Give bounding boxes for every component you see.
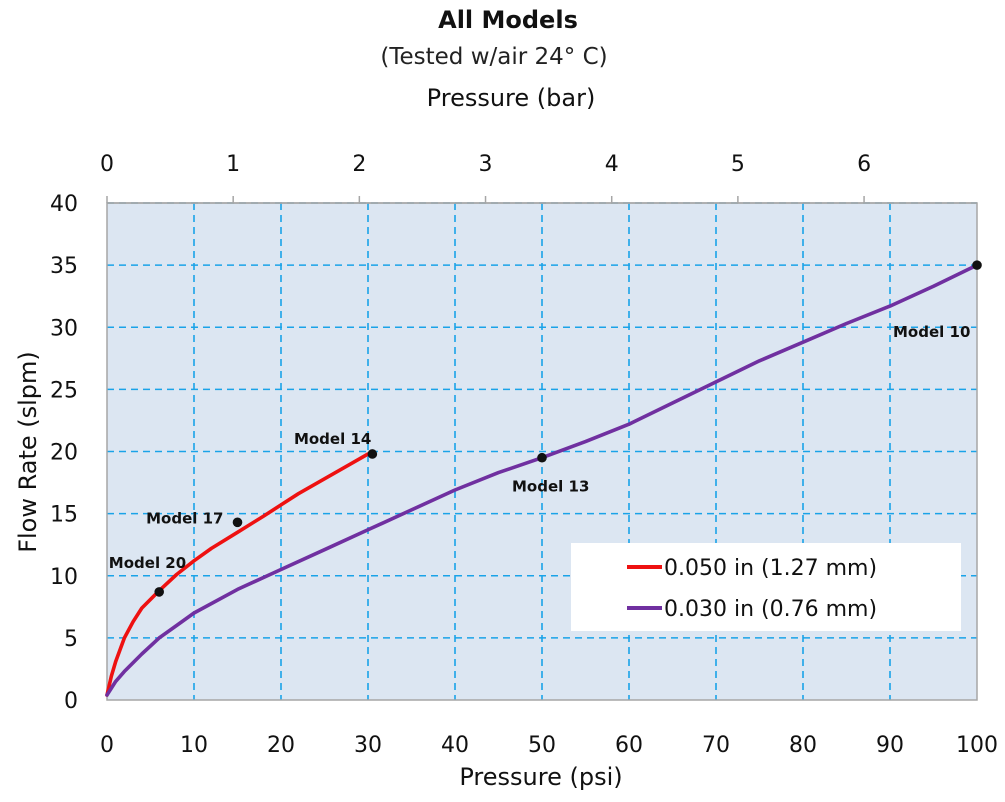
x2-tick-label-1: 1: [226, 152, 240, 177]
x-tick-label-5: 50: [528, 733, 556, 758]
chart-subtitle: (Tested w/air 24° C): [380, 44, 607, 70]
model-label-1: Model 17: [146, 509, 223, 527]
y-tick-label-7: 35: [50, 254, 78, 279]
x-tick-label-6: 60: [615, 733, 643, 758]
x-axis-label: Pressure (psi): [459, 763, 622, 791]
model-point-2: [367, 449, 378, 459]
legend-label-0: 0.050 in (1.27 mm): [664, 556, 877, 581]
y-tick-label-5: 25: [50, 378, 78, 403]
y-tick-label-1: 5: [64, 627, 78, 652]
y-tick-label-4: 20: [50, 441, 78, 466]
x2-tick-label-5: 5: [731, 152, 745, 177]
model-point-0: [154, 587, 164, 597]
legend-label-1: 0.030 in (0.76 mm): [664, 597, 877, 622]
y-tick-label-3: 15: [50, 503, 78, 528]
y-tick-label-6: 30: [50, 316, 78, 341]
x-tick-label-8: 80: [789, 733, 817, 758]
x-tick-label-0: 0: [100, 733, 114, 758]
model-label-4: Model 10: [893, 323, 970, 341]
series-lines: [105, 263, 979, 697]
model-label-0: Model 20: [109, 554, 186, 572]
x2-axis-label: Pressure (bar): [427, 84, 596, 112]
legend-box: [571, 543, 961, 631]
x-tick-label-7: 70: [702, 733, 730, 758]
y-axis-label: Flow Rate (slpm): [14, 351, 42, 553]
y-tick-label-8: 40: [50, 192, 78, 217]
x-tick-label-4: 40: [441, 733, 469, 758]
y-tick-label-2: 10: [50, 565, 78, 590]
x2-tick-label-4: 4: [605, 152, 619, 177]
x2-ticks: 0 1 2 3 4 5 6: [100, 152, 977, 204]
x2-tick-label-2: 2: [352, 152, 366, 177]
model-point-1: [232, 517, 243, 528]
x-tick-label-10: 100: [956, 733, 998, 758]
model-point-3: [537, 452, 547, 463]
x-tick-label-3: 30: [354, 733, 382, 758]
y-tick-label-0: 0: [64, 689, 78, 714]
legend: 0.050 in (1.27 mm) 0.030 in (0.76 mm): [571, 543, 961, 631]
model-label-2: Model 14: [294, 430, 371, 448]
x2-tick-label-6: 6: [857, 152, 871, 177]
x2-tick-label-3: 3: [479, 152, 493, 177]
chart-title: All Models: [438, 6, 578, 34]
x-ticks: 0 10 20 30 40 50 60 70 80 90 100: [100, 733, 998, 758]
x2-tick-label-0: 0: [100, 152, 114, 177]
x-tick-label-1: 10: [180, 733, 208, 758]
x-tick-label-2: 20: [267, 733, 295, 758]
model-label-3: Model 13: [512, 478, 589, 496]
model-points: Model 20 Model 17 Model 14 Model 13 Model 10: [109, 260, 982, 597]
series-line-0: [105, 452, 370, 697]
model-point-4: [972, 260, 982, 270]
series-line-1: [105, 263, 979, 697]
y-ticks: 0 5 10 15 20 25 30 35 40: [50, 192, 78, 714]
x-tick-label-9: 90: [876, 733, 904, 758]
